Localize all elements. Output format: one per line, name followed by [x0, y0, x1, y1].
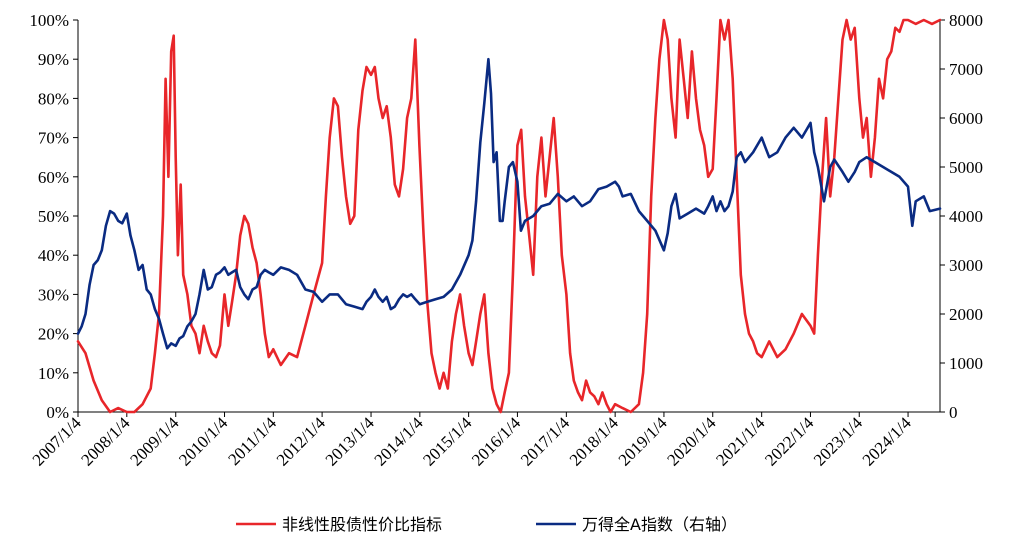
left-tick-label: 70% [38, 129, 69, 148]
right-tick-label: 3000 [949, 256, 983, 275]
left-tick-label: 10% [38, 364, 69, 383]
x-tick-label: 2010/1/4 [175, 413, 232, 470]
right-axis-ticks: 0 1000 2000 3000 4000 5000 6000 7000 8000 [940, 11, 983, 422]
x-tick-label: 2020/1/4 [663, 413, 720, 470]
series-line-2 [76, 57, 942, 350]
right-tick-label: 0 [949, 403, 958, 422]
left-axis: 0% 10% 20% 30% 40% 50% 60% 70% 80% 90% 100% [29, 11, 79, 422]
x-tick-label: 2022/1/4 [761, 413, 818, 470]
x-tick-label: 2016/1/4 [468, 413, 525, 470]
legend: 非线性股债性价比指标 万得全A指数（右轴） [236, 515, 737, 534]
left-tick-label: 20% [38, 325, 69, 344]
x-tick-label: 2009/1/4 [126, 413, 183, 470]
left-tick-label: 30% [38, 285, 69, 304]
x-tick-label: 2013/1/4 [322, 413, 379, 470]
left-axis-ticks: 0% 10% 20% 30% 40% 50% 60% 70% 80% 90% 100% [29, 11, 78, 422]
left-tick-label: 90% [38, 50, 69, 69]
x-tick-label: 2014/1/4 [370, 413, 427, 470]
left-tick-label: 60% [38, 168, 69, 187]
left-tick-label: 40% [38, 246, 69, 265]
x-tick-label: 2017/1/4 [517, 413, 574, 470]
left-tick-label: 0% [46, 403, 69, 422]
right-tick-label: 7000 [949, 60, 983, 79]
right-tick-label: 2000 [949, 305, 983, 324]
x-tick-label: 2011/1/4 [224, 413, 280, 469]
right-tick-label: 8000 [949, 11, 983, 30]
x-tick-label: 2015/1/4 [419, 413, 476, 470]
x-tick-label: 2018/1/4 [566, 413, 623, 470]
x-tick-label: 2023/1/4 [810, 413, 867, 470]
series-line-1 [76, 18, 942, 414]
right-tick-label: 5000 [949, 158, 983, 177]
legend-label-1: 非线性股债性价比指标 [282, 515, 442, 534]
x-axis-ticks: 2007/1/42008/1/42009/1/42010/1/42011/1/4… [29, 412, 916, 470]
right-tick-label: 4000 [949, 207, 983, 226]
x-tick-label: 2008/1/4 [77, 413, 134, 470]
x-axis: 2007/1/42008/1/42009/1/42010/1/42011/1/4… [29, 411, 940, 470]
x-tick-label: 2012/1/4 [273, 413, 330, 470]
right-tick-label: 6000 [949, 109, 983, 128]
x-tick-label: 2024/1/4 [859, 413, 916, 470]
right-axis: 0 1000 2000 3000 4000 5000 6000 7000 8000 [939, 11, 983, 422]
left-tick-label: 80% [38, 89, 69, 108]
left-tick-label: 100% [29, 11, 69, 30]
left-tick-label: 50% [38, 207, 69, 226]
legend-label-2: 万得全A指数（右轴） [582, 515, 737, 534]
right-tick-label: 1000 [949, 354, 983, 373]
series-layer [76, 18, 942, 414]
x-tick-label: 2021/1/4 [712, 413, 769, 470]
x-tick-label: 2019/1/4 [615, 413, 672, 470]
